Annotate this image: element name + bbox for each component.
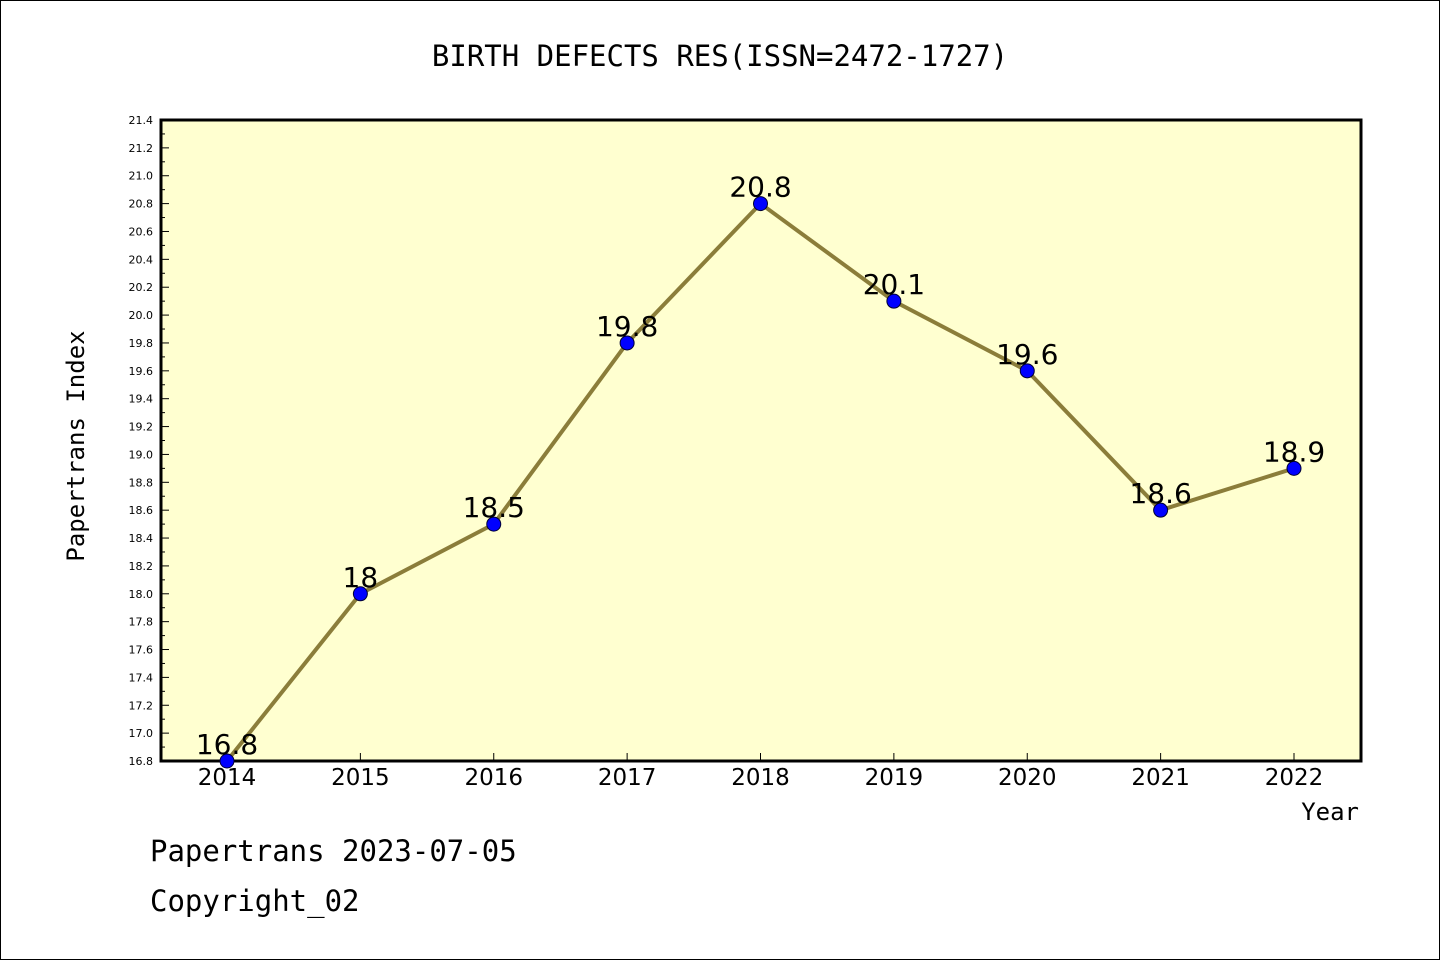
x-tick-label: 2018: [731, 765, 790, 791]
chart-title: BIRTH DEFECTS RES(ISSN=2472-1727): [432, 39, 1008, 73]
data-point: [352, 586, 368, 602]
x-tick-label: 2019: [865, 765, 924, 791]
data-point: [619, 335, 635, 351]
x-tick-label: 2022: [1265, 765, 1324, 791]
x-axis: 2014 2015 2016 2017 2018 2019 2020 2021 2022: [198, 753, 1324, 791]
y-tick-label: 18.0: [129, 588, 154, 601]
data-point: [219, 753, 235, 769]
y-tick-label: 18.6: [129, 504, 154, 517]
data-label: 18: [343, 561, 379, 594]
data-label: 19.6: [996, 338, 1058, 371]
y-tick-label: 19.0: [129, 448, 154, 461]
x-tick-label: 2015: [331, 765, 390, 791]
y-axis-title: Papertrans Index: [62, 330, 90, 561]
x-tick-label: 2014: [198, 765, 257, 791]
y-tick-label: 21.2: [129, 142, 154, 155]
y-tick-label: 19.2: [129, 421, 154, 434]
y-tick-label: 20.6: [129, 225, 154, 238]
x-tick-label: 2020: [998, 765, 1057, 791]
x-tick-label: 2017: [598, 765, 657, 791]
y-tick-label: 18.4: [129, 532, 154, 545]
y-tick-label: 17.6: [129, 644, 154, 657]
data-label: 18.9: [1263, 435, 1325, 468]
data-point: [486, 516, 502, 532]
series-group: 16.8 18 18.5 19.8 20.8 20.1 19.6 18.6 18.9: [196, 171, 1325, 769]
y-tick-label: 17.2: [129, 699, 154, 712]
y-tick-label: 17.4: [129, 671, 154, 684]
y-tick-label: 20.0: [129, 309, 154, 322]
data-label: 18.6: [1129, 477, 1191, 510]
y-tick-label: 17.8: [129, 616, 154, 629]
data-point: [1286, 460, 1302, 476]
data-label: 18.5: [463, 491, 525, 524]
y-tick-label: 19.8: [129, 337, 154, 350]
plot-area: [159, 118, 1363, 763]
data-point: [753, 196, 768, 212]
y-tick-label: 19.4: [129, 393, 154, 406]
y-tick-label: 19.6: [129, 365, 154, 378]
data-point: [1153, 502, 1169, 518]
y-tick-label: 17.0: [129, 727, 154, 740]
data-label: 20.1: [863, 268, 925, 301]
y-axis: 16.8 17.0 17.2 17.4 17.6 17.8 18.0 18.2 18.4 18.6…: [129, 114, 169, 768]
y-tick-label: 20.4: [129, 253, 154, 266]
y-tick-label: 20.8: [129, 198, 154, 211]
data-label: 16.8: [196, 728, 258, 761]
y-tick-label: 21.4: [129, 114, 154, 127]
y-tick-label: 18.2: [129, 560, 154, 573]
x-axis-title: Year: [1301, 798, 1359, 826]
data-point: [886, 293, 902, 309]
y-tick-label: 21.0: [129, 170, 154, 183]
footer-copyright-text: Copyright_02: [150, 884, 360, 918]
y-tick-label: 20.2: [129, 281, 154, 294]
x-tick-label: 2021: [1131, 765, 1190, 791]
data-point: [1019, 363, 1035, 379]
data-label: 20.8: [729, 171, 791, 204]
footer-date-text: Papertrans 2023-07-05: [150, 834, 517, 868]
y-tick-label: 18.8: [129, 476, 154, 489]
data-label: 19.8: [596, 310, 658, 343]
y-tick-label: 16.8: [129, 755, 154, 768]
x-tick-label: 2016: [464, 765, 523, 791]
